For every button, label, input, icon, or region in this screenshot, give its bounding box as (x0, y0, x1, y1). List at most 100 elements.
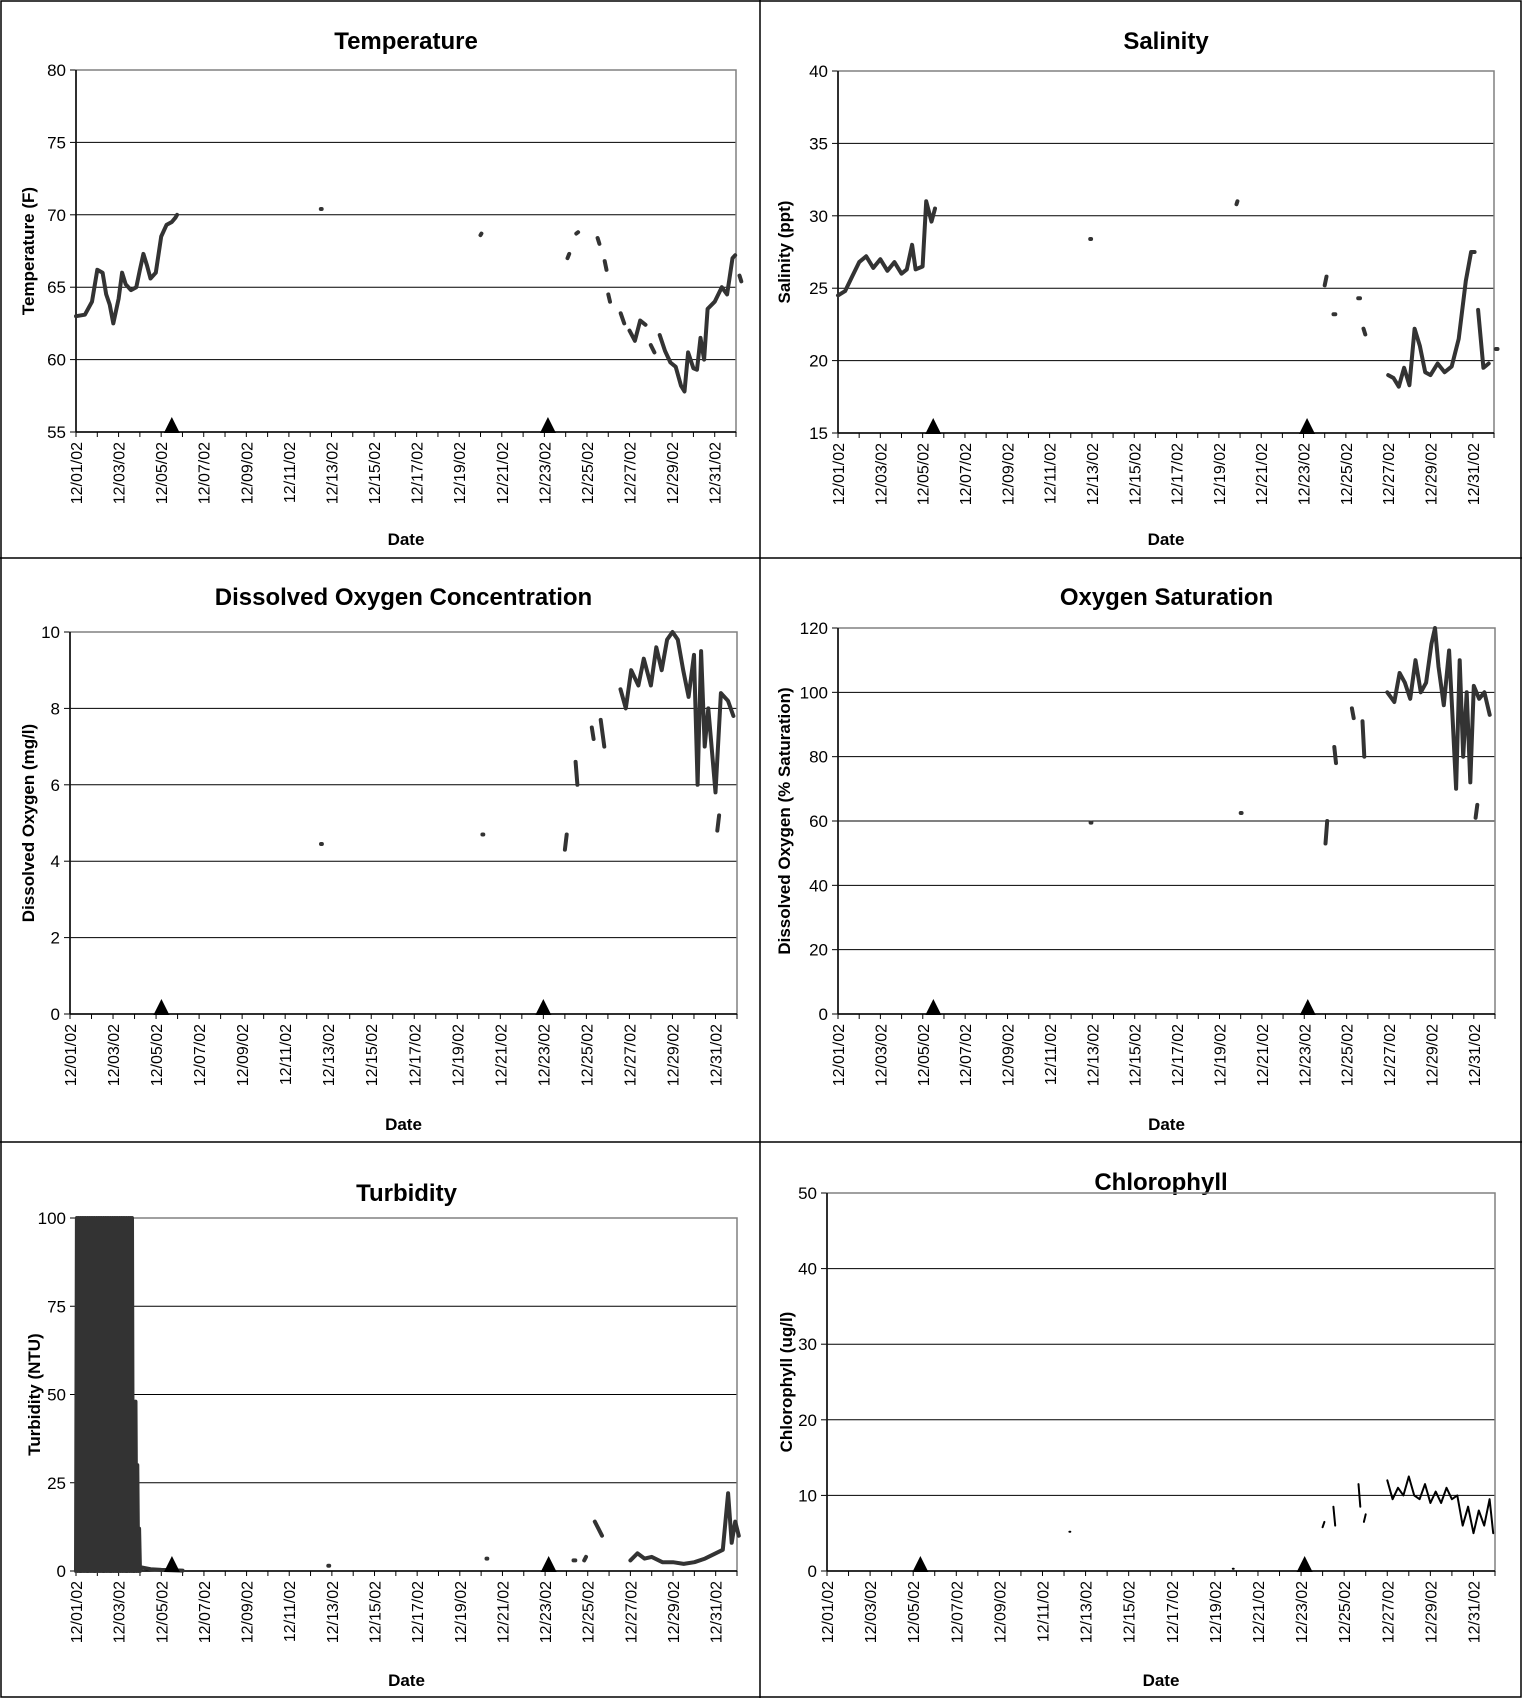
chart-title: Temperature (334, 28, 478, 55)
event-marker (535, 999, 552, 1015)
x-tick-label: 12/25/02 (1337, 1581, 1354, 1643)
x-tick-label: 12/23/02 (1294, 1581, 1311, 1643)
chart-title: Chlorophyll (1094, 1169, 1227, 1196)
x-tick-label: 12/07/02 (197, 442, 214, 504)
y-tick-label: 8 (51, 699, 60, 718)
series-line (589, 725, 596, 741)
x-tick-label: 12/29/02 (1424, 1024, 1441, 1086)
series-line (618, 311, 627, 326)
y-tick-label: 60 (809, 812, 828, 831)
x-tick-label: 12/25/02 (1339, 443, 1356, 505)
series-line (1322, 274, 1329, 288)
y-tick-label: 40 (809, 876, 828, 895)
x-tick-label: 12/27/02 (622, 1024, 639, 1086)
series-line (74, 212, 180, 326)
x-tick-label: 12/23/02 (538, 1581, 555, 1643)
y-axis-label: Turbidity (NTU) (25, 1333, 44, 1455)
x-tick-label: 12/15/02 (1127, 443, 1144, 505)
series-line (1349, 706, 1356, 721)
x-tick-label: 12/01/02 (820, 1581, 837, 1643)
x-tick-label: 12/05/02 (916, 443, 933, 505)
x-tick-label: 12/19/02 (452, 442, 469, 504)
x-tick-label: 12/11/02 (1043, 1024, 1060, 1085)
series-line (565, 251, 572, 261)
series-line (573, 759, 580, 787)
x-tick-label: 12/03/02 (106, 1024, 123, 1086)
x-tick-label: 12/11/02 (282, 1581, 299, 1642)
y-tick-label: 0 (808, 1562, 817, 1581)
event-marker (153, 999, 170, 1015)
x-tick-label: 12/23/02 (537, 442, 554, 504)
y-tick-label: 100 (38, 1209, 66, 1228)
x-tick-label: 12/19/02 (1212, 1024, 1229, 1086)
x-tick-label: 12/15/02 (364, 1024, 381, 1086)
x-tick-label: 12/17/02 (1170, 1024, 1187, 1086)
y-tick-label: 100 (800, 683, 828, 702)
y-tick-label: 55 (47, 423, 66, 442)
y-tick-label: 20 (798, 1411, 817, 1430)
event-marker (539, 417, 556, 433)
x-tick-label: 12/03/02 (873, 1024, 890, 1086)
chart-6: Chlorophyll 0 10 20 30 40 50 12/01/02 12/03/02 12… (777, 1169, 1496, 1690)
series-line (1385, 626, 1492, 791)
y-axis-label: Temperature (F) (19, 187, 38, 315)
x-tick-label: 12/01/02 (69, 1581, 86, 1643)
x-tick-label: 12/09/02 (992, 1581, 1009, 1643)
y-axis-label: Dissolved Oxygen (% Saturation) (775, 687, 794, 954)
x-tick-label: 12/05/02 (149, 1024, 166, 1086)
x-tick-label: 12/17/02 (1165, 1581, 1182, 1643)
x-tick-label: 12/15/02 (1122, 1581, 1139, 1643)
x-tick-label: 12/05/02 (154, 442, 171, 504)
x-axis-label: Date (1148, 530, 1185, 549)
x-tick-label: 12/13/02 (1085, 1024, 1102, 1086)
y-tick-label: 0 (51, 1005, 60, 1024)
event-marker (925, 999, 942, 1015)
y-tick-label: 4 (51, 852, 60, 871)
x-tick-label: 12/29/02 (1424, 443, 1441, 505)
x-tick-label: 12/17/02 (410, 442, 427, 504)
event-marker (163, 417, 180, 433)
y-tick-label: 40 (809, 62, 828, 81)
y-tick-label: 60 (47, 351, 66, 370)
x-tick-label: 12/25/02 (1340, 1024, 1357, 1086)
x-tick-label: 12/17/02 (1170, 443, 1187, 505)
y-tick-label: 10 (798, 1486, 817, 1505)
chart-5: Turbidity 0 25 50 75 100 12/01/02 12/03/02 12/05… (25, 1180, 741, 1690)
series-line (836, 199, 937, 298)
chart-2: Salinity 15 20 25 30 35 40 12/01/02 12/03/02 12/0… (775, 28, 1500, 549)
x-tick-label: 12/29/02 (666, 1581, 683, 1643)
x-tick-label: 12/21/02 (1251, 1581, 1268, 1643)
series-line (1332, 1505, 1337, 1527)
y-tick-label: 25 (47, 1474, 66, 1493)
series-line (562, 832, 569, 852)
x-tick-label: 12/13/02 (325, 1581, 342, 1643)
y-tick-label: 2 (51, 929, 60, 948)
x-tick-label: 12/25/02 (580, 442, 597, 504)
series-line (715, 813, 722, 833)
x-tick-label: 12/05/02 (916, 1024, 933, 1086)
x-tick-label: 12/23/02 (1297, 1024, 1314, 1086)
x-tick-label: 12/09/02 (235, 1024, 252, 1086)
x-tick-label: 12/19/02 (450, 1024, 467, 1086)
x-tick-label: 12/13/02 (1079, 1581, 1096, 1643)
x-axis-label: Date (1143, 1671, 1180, 1690)
chart-3: Dissolved Oxygen Concentration 0 2 4 6 8 10 12/… (19, 584, 738, 1134)
x-tick-label: 12/21/02 (495, 442, 512, 504)
event-marker (540, 1556, 557, 1572)
series-line (598, 717, 607, 749)
y-tick-label: 75 (47, 1297, 66, 1316)
x-tick-label: 12/17/02 (410, 1581, 427, 1643)
x-tick-label: 12/31/02 (1466, 1581, 1483, 1643)
x-tick-label: 12/29/02 (1423, 1581, 1440, 1643)
x-tick-label: 12/15/02 (1128, 1024, 1145, 1086)
x-tick-label: 12/01/02 (831, 1024, 848, 1086)
x-tick-label: 12/11/02 (282, 442, 299, 503)
x-tick-label: 12/01/02 (831, 443, 848, 505)
y-axis-label: Salinity (ppt) (775, 201, 794, 304)
series-line (1473, 802, 1480, 820)
x-tick-label: 12/31/02 (708, 1024, 725, 1086)
series-line (1361, 326, 1368, 337)
series-line (1386, 250, 1477, 389)
y-tick-label: 30 (798, 1335, 817, 1354)
series-line (602, 259, 609, 272)
